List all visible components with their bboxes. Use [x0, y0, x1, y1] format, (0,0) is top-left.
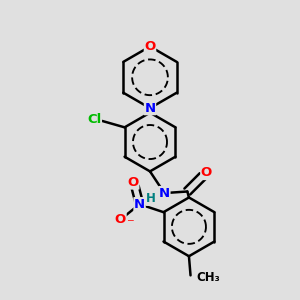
- Text: Cl: Cl: [87, 113, 101, 126]
- Text: ⁻: ⁻: [126, 216, 134, 231]
- Text: O: O: [201, 167, 212, 179]
- Text: O: O: [128, 176, 139, 189]
- Text: O: O: [115, 213, 126, 226]
- Text: O: O: [144, 40, 156, 53]
- Text: H: H: [146, 192, 156, 205]
- Text: CH₃: CH₃: [196, 272, 220, 284]
- Text: N: N: [159, 187, 170, 200]
- Text: N: N: [144, 102, 156, 115]
- Text: N: N: [134, 198, 145, 211]
